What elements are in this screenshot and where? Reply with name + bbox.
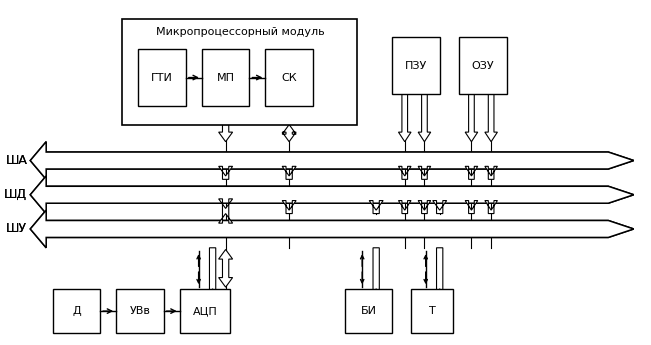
Bar	[459, 37, 506, 94]
Polygon shape	[282, 200, 296, 214]
Text: ОЗУ: ОЗУ	[471, 61, 494, 71]
Polygon shape	[465, 200, 478, 214]
Bar	[393, 37, 440, 94]
Text: ПЗУ: ПЗУ	[405, 61, 427, 71]
Polygon shape	[219, 249, 232, 287]
Text: ШД: ШД	[4, 188, 27, 201]
Text: УВв: УВв	[130, 306, 150, 316]
Text: ГТИ: ГТИ	[151, 72, 173, 82]
Bar	[202, 49, 249, 106]
Polygon shape	[465, 94, 478, 142]
Polygon shape	[31, 176, 633, 214]
Polygon shape	[433, 248, 447, 298]
Polygon shape	[485, 166, 497, 179]
Polygon shape	[465, 166, 478, 179]
Polygon shape	[31, 176, 633, 214]
Bar	[116, 289, 163, 333]
Text: ША: ША	[5, 154, 27, 167]
Bar	[180, 289, 230, 333]
Text: БИ: БИ	[361, 306, 376, 316]
Text: Т: Т	[429, 306, 436, 316]
Polygon shape	[418, 166, 431, 179]
Polygon shape	[219, 199, 232, 223]
Text: ША: ША	[5, 154, 27, 167]
Bar	[122, 19, 357, 125]
Bar	[345, 289, 393, 333]
Polygon shape	[369, 248, 383, 298]
Polygon shape	[485, 94, 497, 142]
Text: МП: МП	[217, 72, 234, 82]
Polygon shape	[31, 142, 633, 179]
Polygon shape	[31, 210, 633, 248]
Bar	[266, 49, 313, 106]
Bar	[138, 49, 186, 106]
Text: АЦП: АЦП	[193, 306, 217, 316]
Bar	[53, 289, 100, 333]
Polygon shape	[369, 200, 383, 214]
Polygon shape	[398, 94, 411, 142]
Text: СК: СК	[281, 72, 297, 82]
Polygon shape	[398, 166, 411, 179]
Polygon shape	[31, 142, 633, 179]
Polygon shape	[418, 200, 431, 214]
Polygon shape	[219, 166, 232, 179]
Polygon shape	[31, 210, 633, 248]
Text: ШУ: ШУ	[6, 223, 27, 236]
Text: Микропроцессорный модуль: Микропроцессорный модуль	[156, 27, 324, 37]
Bar	[411, 289, 452, 333]
Text: Д: Д	[72, 306, 81, 316]
Polygon shape	[433, 200, 447, 214]
Polygon shape	[282, 125, 296, 142]
Polygon shape	[485, 200, 497, 214]
Text: ШУ: ШУ	[6, 223, 27, 236]
Polygon shape	[418, 94, 431, 142]
Text: ШД: ШД	[4, 188, 27, 201]
Polygon shape	[206, 248, 219, 298]
Polygon shape	[282, 166, 296, 179]
Polygon shape	[398, 200, 411, 214]
Polygon shape	[219, 125, 232, 142]
